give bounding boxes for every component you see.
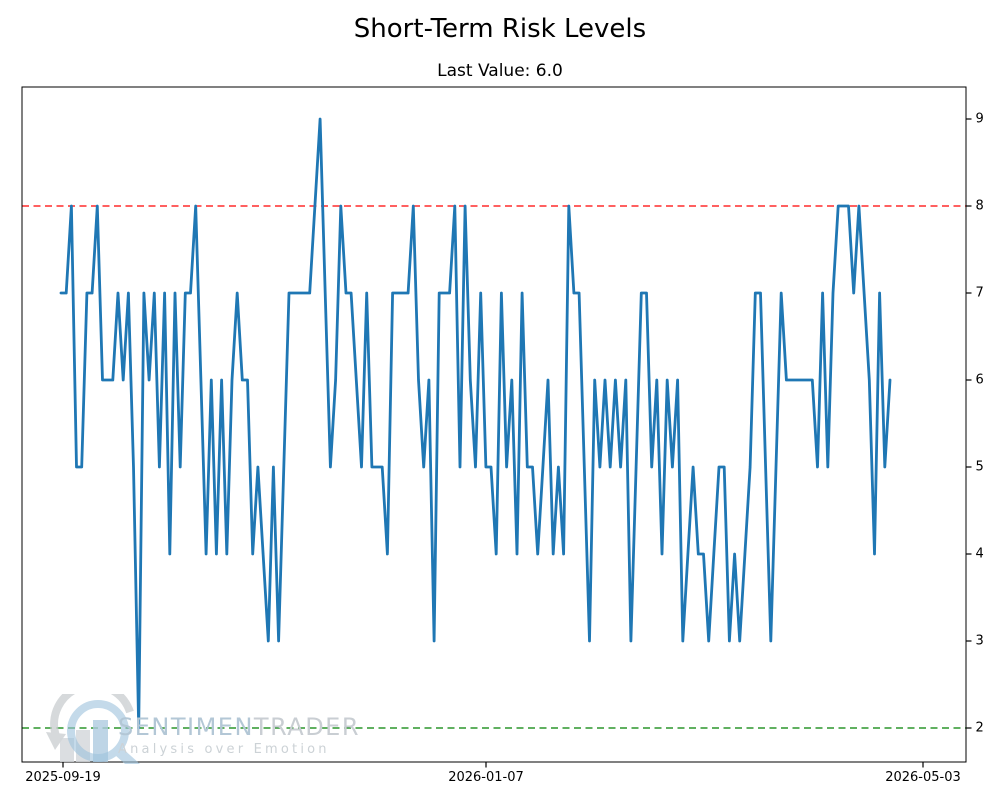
x-tick-label: 2026-01-07 xyxy=(448,770,524,785)
y-tick-label: 6 xyxy=(976,373,984,388)
y-tick-label: 3 xyxy=(976,634,984,649)
x-tick-label: 2026-05-03 xyxy=(885,770,961,785)
y-tick-label: 9 xyxy=(976,112,984,127)
y-tick-label: 7 xyxy=(976,286,984,301)
y-tick-label: 4 xyxy=(976,547,984,562)
y-tick-label: 5 xyxy=(976,460,984,475)
plot-border xyxy=(21,86,967,763)
risk-line xyxy=(59,117,892,730)
x-tick-label: 2025-09-19 xyxy=(25,770,101,785)
chart-subtitle: Last Value: 6.0 xyxy=(437,61,563,81)
chart-title: Short-Term Risk Levels xyxy=(353,14,647,44)
y-tick-label: 8 xyxy=(976,199,984,214)
y-tick-label: 2 xyxy=(976,721,984,736)
